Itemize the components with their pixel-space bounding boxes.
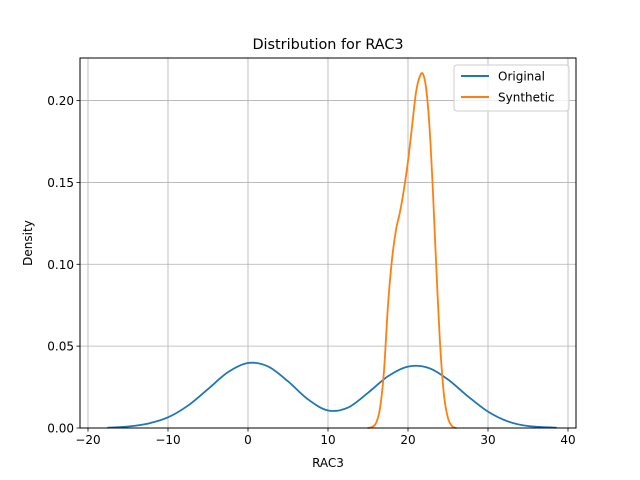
x-tick-label: 10: [320, 433, 335, 447]
y-axis-label: Density: [21, 220, 35, 266]
x-tick-label: −20: [75, 433, 100, 447]
series-lines: [107, 72, 557, 429]
x-tick-label: 40: [560, 433, 575, 447]
y-tick-label: 0.20: [47, 94, 74, 108]
chart-title: Distribution for RAC3: [252, 37, 403, 53]
axis-ticks: −20 −10 0 10 20 30 40 0.00 0.05 0.10 0.15 0.20: [47, 94, 575, 447]
legend: Original Synthetic: [453, 64, 570, 112]
x-tick-label: 30: [480, 433, 495, 447]
series-line-original: [107, 361, 557, 429]
legend-label-synthetic: Synthetic: [498, 91, 555, 105]
x-tick-label: 0: [244, 433, 252, 447]
x-axis-label: RAC3: [312, 456, 344, 470]
x-tick-label: −10: [155, 433, 180, 447]
legend-label-original: Original: [498, 70, 545, 84]
x-tick-label: 20: [400, 433, 415, 447]
y-tick-label: 0.05: [47, 340, 74, 354]
series-line-synthetic: [367, 72, 457, 429]
y-tick-label: 0.00: [47, 422, 74, 436]
y-tick-label: 0.10: [47, 258, 74, 272]
y-tick-label: 0.15: [47, 176, 74, 190]
